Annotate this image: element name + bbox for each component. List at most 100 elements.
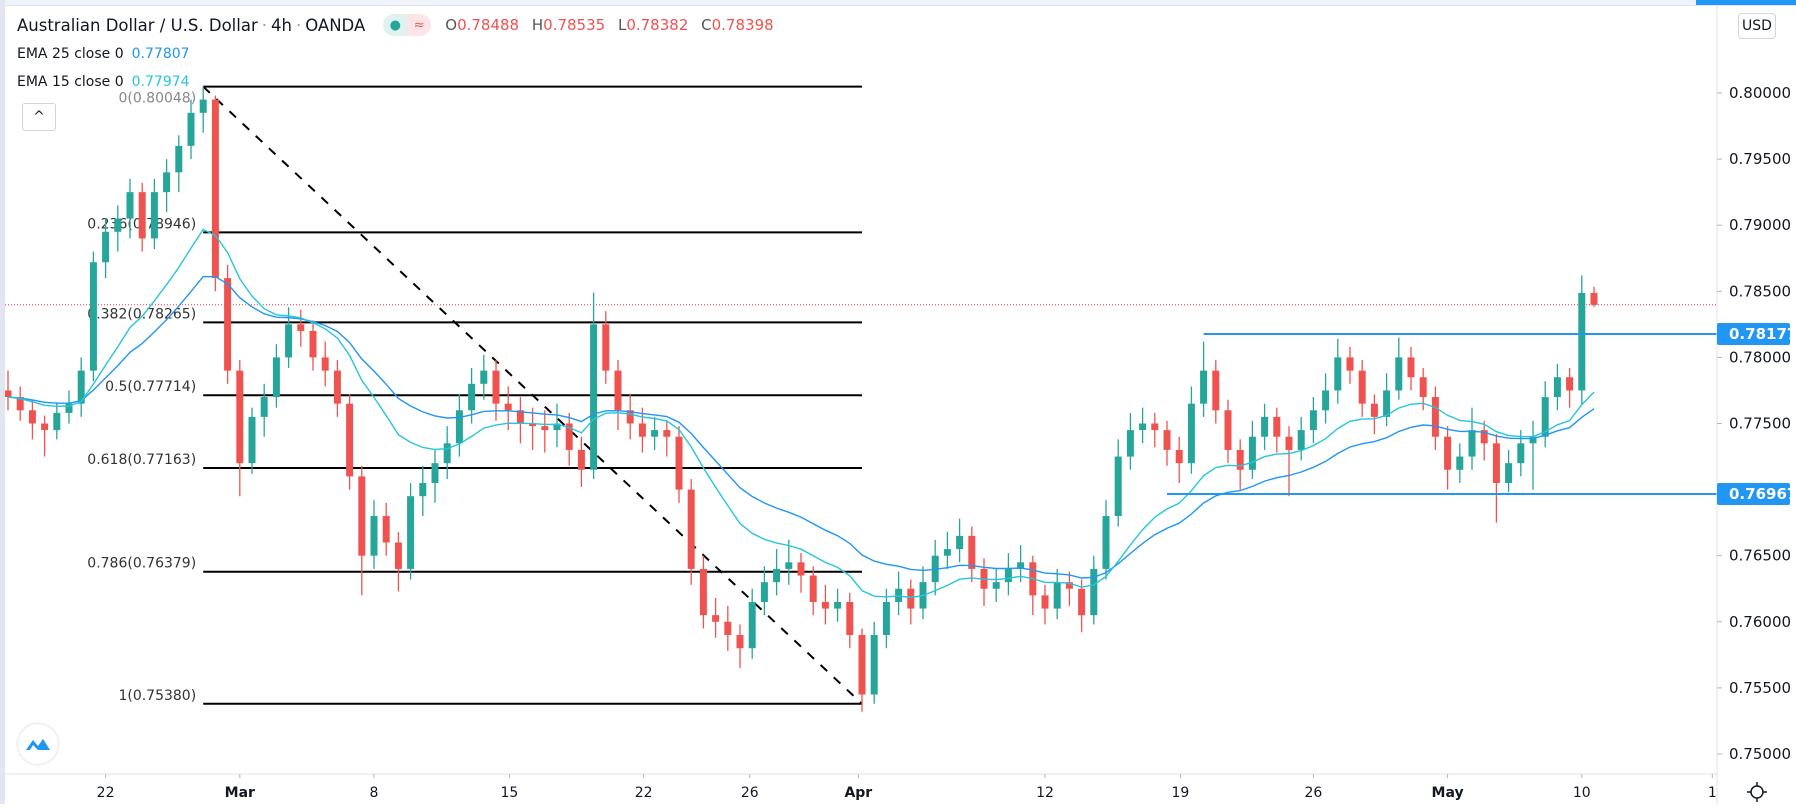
candle-body: [77, 370, 85, 404]
candle: [1553, 364, 1561, 411]
settings-gear-icon[interactable]: [1745, 780, 1769, 804]
logo-icon: [26, 739, 50, 750]
candle-body: [211, 99, 219, 279]
candle-body: [370, 516, 378, 556]
candle: [309, 320, 317, 371]
separator-dot: ·: [261, 15, 267, 35]
candle-body: [785, 562, 793, 569]
high-label: H: [531, 16, 544, 34]
tradingview-logo[interactable]: [18, 724, 58, 764]
candle: [724, 605, 732, 651]
low-value: 0.78382: [626, 16, 689, 34]
candle: [382, 502, 390, 556]
candle: [1444, 426, 1452, 490]
price-level-badge: [1717, 323, 1790, 346]
collapse-legend-button[interactable]: ^: [22, 103, 56, 131]
candle-body: [821, 601, 829, 609]
candle: [931, 539, 939, 596]
candle-body: [187, 112, 195, 146]
candle-body: [1041, 595, 1049, 609]
candle-body: [846, 601, 854, 636]
candle: [968, 526, 976, 583]
time-tick-label: 26: [741, 785, 759, 801]
fib-level-label: 0.5(0.77714): [105, 379, 196, 395]
candle: [748, 588, 756, 659]
candle-body: [1053, 582, 1061, 609]
candle-body: [1419, 377, 1427, 398]
fib-level-label: 0(0.80048): [118, 91, 196, 107]
candle-body: [675, 436, 683, 490]
candle: [1297, 416, 1305, 461]
low-label: L: [617, 16, 627, 34]
time-tick-label: Apr: [844, 785, 872, 801]
candle-body: [309, 330, 317, 358]
axes: 0.80000 0.79500 0.79000 0.78500 0.78000 0.775…: [5, 5, 1796, 804]
candle-body: [626, 410, 634, 424]
candle: [321, 341, 329, 387]
candle-body: [455, 410, 463, 444]
candle: [1200, 341, 1208, 417]
candle-body: [1248, 436, 1256, 470]
candle-body: [163, 172, 171, 193]
fib-level-label: 0.382(0.78265): [87, 306, 196, 322]
candle: [248, 407, 256, 474]
candle-body: [577, 449, 585, 470]
candle: [163, 159, 171, 212]
candle: [1505, 449, 1513, 493]
candle: [358, 465, 366, 596]
candle: [882, 588, 890, 649]
candle-body: [1492, 443, 1500, 483]
candle-body: [1480, 430, 1488, 444]
candle-body: [126, 192, 134, 219]
candle: [1309, 397, 1317, 444]
candle: [638, 407, 646, 453]
candle: [602, 311, 610, 384]
candle: [626, 394, 634, 440]
symbol-legend[interactable]: Australian Dollar / U.S. Dollar · 4h · O…: [17, 14, 782, 36]
candle-body: [1090, 568, 1098, 616]
candle: [1187, 386, 1195, 474]
ohlc-values: O0.78488 H0.78535 L0.78382 C0.78398: [445, 16, 781, 34]
candle: [1212, 360, 1220, 424]
candle-body: [1358, 370, 1366, 404]
candle: [1383, 373, 1391, 427]
candle-body: [28, 410, 36, 424]
candle-body: [553, 423, 561, 431]
candle: [1163, 420, 1171, 466]
candle: [1590, 286, 1598, 307]
candle: [333, 360, 341, 417]
price-level-badge-label: 0.78177: [1729, 325, 1796, 343]
price-level-badge: [1717, 482, 1790, 505]
plot-area[interactable]: 0(0.80048)0.236(0.78946)0.382(0.78265)0.…: [5, 85, 1718, 712]
fib-level-label: 1(0.75380): [118, 688, 196, 704]
candle-body: [224, 278, 232, 371]
data-delay-icon: ≈: [407, 14, 432, 36]
candle-body: [1346, 357, 1354, 371]
candle: [1566, 367, 1574, 408]
candle: [236, 360, 244, 497]
price-tick-label: 0.76000: [1729, 613, 1791, 631]
market-status-pill[interactable]: ● ≈: [383, 14, 432, 36]
candle-body: [602, 324, 610, 371]
candle: [773, 549, 781, 596]
candle-body: [480, 370, 488, 384]
candle-body: [1126, 430, 1134, 457]
ema-25-legend[interactable]: EMA 25 close 0 0.77807: [17, 46, 190, 62]
candle-body: [1468, 430, 1476, 457]
top-toolbar-strip: [0, 0, 1796, 6]
ema-15-legend[interactable]: EMA 15 close 0 0.77974: [17, 74, 190, 90]
candle: [1041, 584, 1049, 625]
candle-body: [858, 635, 866, 695]
candle: [785, 539, 793, 585]
candle-body: [956, 535, 964, 550]
currency-button[interactable]: USD: [1738, 13, 1776, 39]
candle: [126, 178, 134, 239]
candle-body: [1529, 436, 1537, 444]
candle: [1053, 568, 1061, 620]
candle: [53, 402, 61, 440]
candle: [260, 383, 268, 437]
candle-body: [1517, 443, 1525, 464]
candle: [980, 558, 988, 606]
candle: [529, 407, 537, 450]
